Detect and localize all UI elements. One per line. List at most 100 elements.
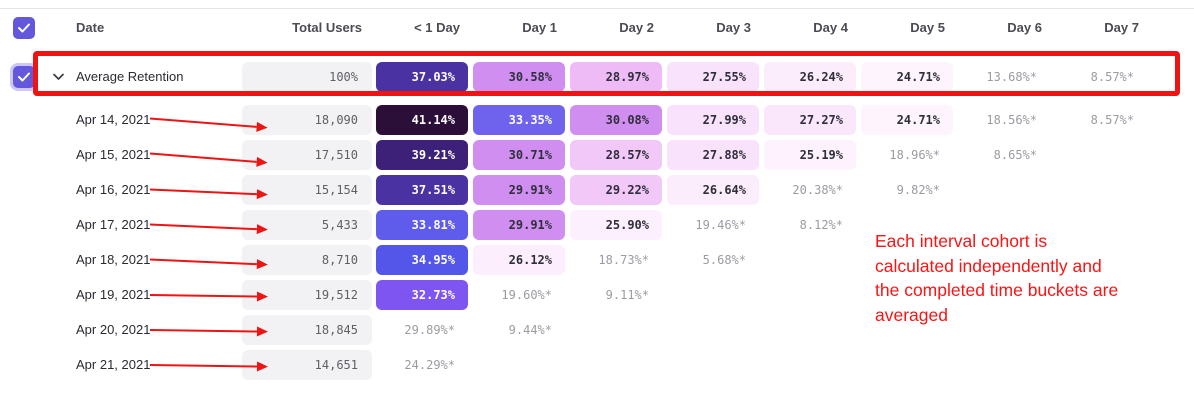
retention-cell[interactable]: 24.71% [861,61,953,92]
arrow-shaft [149,363,258,368]
retention-cell[interactable]: 19.46%* [695,217,746,232]
arrow-shaft [149,293,258,298]
retention-cell[interactable]: 20.38%* [792,182,843,197]
retention-cell[interactable]: 5.68%* [702,252,746,267]
retention-cell[interactable]: 18.73%* [598,252,649,267]
retention-cell[interactable]: 27.88% [667,139,759,170]
retention-cell[interactable]: 33.35% [473,104,565,135]
arrowhead-icon [256,360,269,372]
arrowhead-icon [256,121,269,133]
total-users-cell: 18,090 [242,104,372,135]
retention-cell[interactable]: 25.90% [570,209,662,240]
arrow-shaft [149,151,257,163]
retention-cell[interactable]: 37.03% [376,61,468,92]
retention-cell[interactable]: 27.55% [667,61,759,92]
checkmark-icon [18,23,30,32]
retention-cell[interactable]: 19.60%* [501,287,552,302]
retention-cell[interactable]: 29.89%* [404,322,455,337]
cohort-date: Apr 19, 2021 [76,287,151,302]
cohort-row[interactable]: Apr 14, 2021 18,090 41.14% 33.35% 30.08% 27… [0,102,1194,137]
retention-cell[interactable]: 34.95% [376,244,468,275]
checkmark-icon [18,72,30,81]
retention-cell[interactable]: 33.81% [376,209,468,240]
cohort-date: Apr 18, 2021 [76,252,151,267]
retention-cell[interactable]: 13.68%* [986,69,1037,84]
arrow-shaft [149,187,257,195]
header-lt-1-day: < 1 Day [414,20,460,35]
retention-cell[interactable]: 9.44%* [508,322,552,337]
total-users-cell: 5,433 [242,209,372,240]
annotation-note-line: averaged [875,304,948,325]
average-retention-label: Average Retention [76,69,184,84]
retention-cell[interactable]: 29.91% [473,209,565,240]
retention-cell[interactable]: 30.08% [570,104,662,135]
retention-cell[interactable]: 39.21% [376,139,468,170]
total-users-cell: 14,651 [242,349,372,380]
arrow-shaft [149,328,258,333]
retention-cell[interactable]: 18.96%* [889,147,940,162]
cohort-row[interactable]: Apr 18, 2021 8,710 34.95% 26.12% 18.73%* 5.… [0,242,1194,277]
cohort-date: Apr 14, 2021 [76,112,151,127]
retention-cell[interactable]: 24.29%* [404,357,455,372]
average-retention-row[interactable]: Average Retention 100% 37.03% 30.58% 28.97… [0,59,1194,94]
cohort-row[interactable]: Apr 15, 2021 17,510 39.21% 30.71% 28.57% 27… [0,137,1194,172]
retention-cell[interactable]: 26.64% [667,174,759,205]
total-users-cell: 18,845 [242,314,372,345]
retention-cell[interactable]: 28.57% [570,139,662,170]
annotation-note-line: calculated independently and [875,255,1102,276]
retention-cell[interactable]: 27.99% [667,104,759,135]
cohort-row[interactable]: Apr 16, 2021 15,154 37.51% 29.91% 29.22% 26… [0,172,1194,207]
annotation-arrow [149,360,269,372]
select-all-checkbox[interactable] [13,16,35,39]
header-day-1: Day 1 [522,20,557,35]
table-body: Average Retention 100% 37.03% 30.58% 28.97… [0,59,1194,382]
retention-cell[interactable]: 29.22% [570,174,662,205]
header-day-7: Day 7 [1104,20,1139,35]
arrow-shaft [149,222,257,230]
cohort-row[interactable]: Apr 17, 2021 5,433 33.81% 29.91% 25.90% 19.… [0,207,1194,242]
cohort-date: Apr 17, 2021 [76,217,151,232]
retention-cell[interactable]: 8.57%* [1090,112,1134,127]
annotation-note-line: the completed time buckets are [875,280,1119,300]
annotation-note: Each interval cohort is calculated indep… [875,229,1118,327]
retention-cell[interactable]: 41.14% [376,104,468,135]
retention-cell[interactable]: 8.57%* [1090,69,1134,84]
header-total-users: Total Users [292,20,362,35]
retention-cell[interactable]: 28.97% [570,61,662,92]
arrowhead-icon [256,258,269,270]
header-day-4: Day 4 [813,20,848,35]
retention-cell[interactable]: 24.71% [861,104,953,135]
average-row-checkbox[interactable] [13,65,35,88]
retention-cell[interactable]: 8.65%* [993,147,1037,162]
retention-cell[interactable]: 9.11%* [605,287,649,302]
arrowhead-icon [256,156,269,168]
arrowhead-icon [256,188,269,200]
cohort-date: Apr 21, 2021 [76,357,151,372]
cohort-row[interactable]: Apr 20, 2021 18,845 29.89%* 9.44%* [0,312,1194,347]
cohort-row[interactable]: Apr 21, 2021 14,651 24.29%* [0,347,1194,382]
cohort-date: Apr 16, 2021 [76,182,151,197]
retention-cell[interactable]: 26.24% [764,61,856,92]
retention-cell[interactable]: 26.12% [473,244,565,275]
retention-cell[interactable]: 25.19% [764,139,856,170]
retention-cell[interactable]: 29.91% [473,174,565,205]
chevron-down-icon[interactable] [52,73,64,80]
retention-cell[interactable]: 9.82%* [896,182,940,197]
arrow-shaft [149,257,257,265]
table-header-row: Date Total Users < 1 Day Day 1 Day 2 Day… [0,9,1194,46]
retention-cell[interactable]: 30.71% [473,139,565,170]
total-users-cell: 15,154 [242,174,372,205]
retention-cell[interactable]: 32.73% [376,279,468,310]
header-day-3: Day 3 [716,20,751,35]
retention-cell[interactable]: 37.51% [376,174,468,205]
total-users-cell: 100% [242,61,372,92]
header-date: Date [76,20,105,35]
cohort-date: Apr 20, 2021 [76,322,151,337]
retention-cell[interactable]: 27.27% [764,104,856,135]
retention-cell[interactable]: 18.56%* [986,112,1037,127]
cohort-row[interactable]: Apr 19, 2021 19,512 32.73% 19.60%* 9.11%* [0,277,1194,312]
total-users-cell: 8,710 [242,244,372,275]
retention-cell[interactable]: 30.58% [473,61,565,92]
retention-cell[interactable]: 8.12%* [799,217,843,232]
